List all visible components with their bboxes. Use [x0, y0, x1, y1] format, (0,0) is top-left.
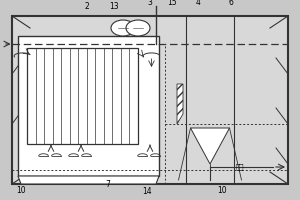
Polygon shape — [18, 176, 159, 184]
Text: 13: 13 — [109, 2, 119, 11]
Bar — [27, 48, 138, 144]
Text: 6: 6 — [229, 0, 233, 7]
Text: 7: 7 — [106, 180, 110, 189]
Text: 2: 2 — [85, 2, 89, 11]
Text: 3: 3 — [148, 0, 152, 7]
Text: 4: 4 — [196, 0, 200, 7]
Bar — [12, 16, 288, 184]
Text: 14: 14 — [142, 187, 152, 196]
Polygon shape — [177, 84, 183, 124]
Polygon shape — [190, 128, 230, 164]
Circle shape — [126, 20, 150, 36]
Text: 10: 10 — [217, 186, 227, 195]
Text: 15: 15 — [168, 0, 177, 7]
Circle shape — [111, 20, 135, 36]
Text: 10: 10 — [16, 186, 26, 195]
Bar — [18, 36, 159, 176]
Text: 排泥: 排泥 — [236, 164, 244, 170]
